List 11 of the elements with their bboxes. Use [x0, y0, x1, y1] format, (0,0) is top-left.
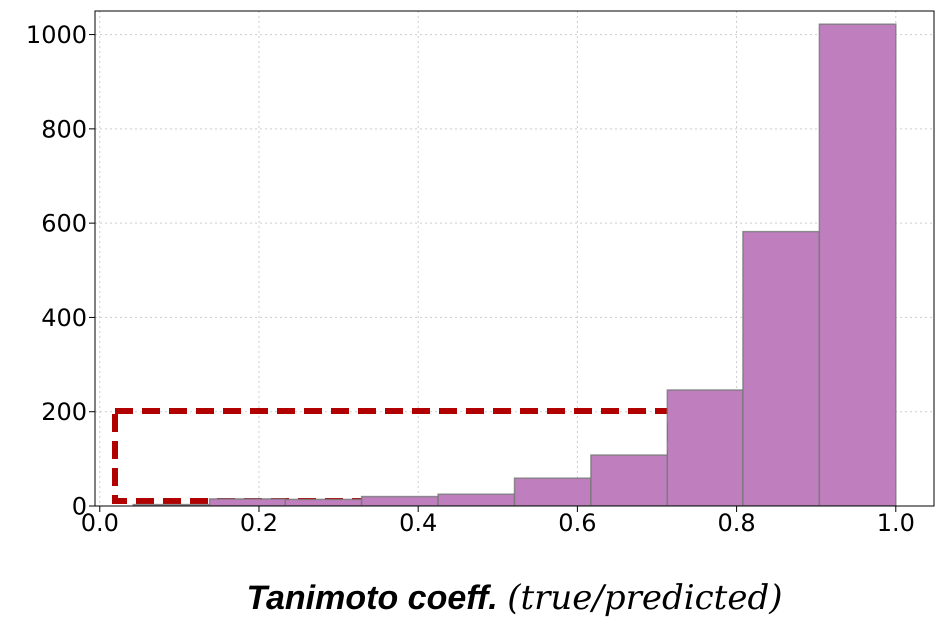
x-axis-title: Tanimoto coeff. (true/predicted)	[246, 578, 782, 618]
x-tick-label: 1.0	[876, 509, 915, 538]
y-tick-label: 600	[41, 210, 87, 238]
y-tick-label: 1000	[26, 21, 87, 50]
x-tick-label: 0.4	[399, 509, 438, 538]
x-tick-label: 0.8	[718, 509, 756, 538]
x-tick-label: 0.2	[240, 509, 278, 538]
y-tick-label: 800	[41, 115, 87, 144]
y-tick-label: 200	[41, 398, 87, 426]
y-tick-label: 400	[41, 304, 87, 332]
x-tick-label: 0.6	[558, 509, 596, 538]
